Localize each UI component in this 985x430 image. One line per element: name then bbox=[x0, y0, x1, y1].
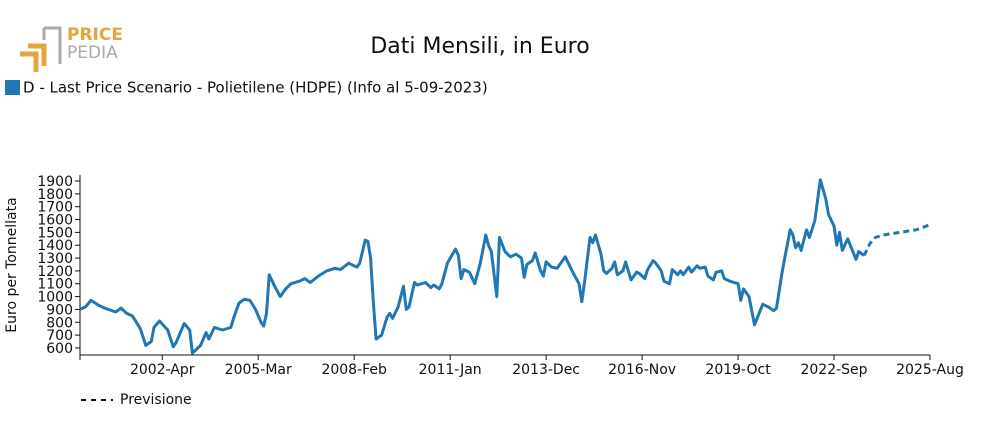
x-tick-label: 2025-Aug bbox=[896, 362, 964, 378]
legend-label: D - Last Price Scenario - Polietilene (H… bbox=[23, 79, 488, 97]
logo-mark bbox=[28, 43, 47, 66]
x-tick-label: 2002-Apr bbox=[130, 362, 195, 378]
y-tick-label: 900 bbox=[46, 302, 73, 318]
y-tick-label: 1800 bbox=[37, 187, 73, 203]
y-tick-label: 1100 bbox=[37, 277, 73, 293]
y-tick-label: 600 bbox=[46, 341, 73, 357]
x-tick-label: 2022-Sep bbox=[800, 362, 867, 378]
data-line bbox=[79, 178, 866, 355]
y-tick-label: 1300 bbox=[37, 251, 73, 267]
x-tick-label: 2005-Mar bbox=[225, 362, 292, 378]
y-tick-label: 800 bbox=[46, 315, 73, 331]
legend-label: Previsione bbox=[120, 392, 192, 408]
y-tick-label: 700 bbox=[46, 328, 73, 344]
y-tick-label: 1900 bbox=[37, 174, 73, 190]
y-tick-label: 1400 bbox=[37, 238, 73, 254]
y-axis-label: Euro per Tonnellata bbox=[4, 197, 20, 332]
logo-text: PEDIA bbox=[67, 43, 118, 63]
x-tick-label: 2013-Dec bbox=[512, 362, 580, 378]
logo-mark bbox=[20, 51, 39, 72]
x-tick-label: 2016-Nov bbox=[608, 362, 676, 378]
x-tick-label: 2008-Feb bbox=[321, 362, 387, 378]
y-tick-label: 1000 bbox=[37, 290, 73, 306]
y-tick-label: 1200 bbox=[37, 264, 73, 280]
x-tick-label: 2011-Jan bbox=[419, 362, 482, 378]
y-tick-label: 1600 bbox=[37, 213, 73, 229]
x-tick-label: 2019-Oct bbox=[705, 362, 771, 378]
chart-title: Dati Mensili, in Euro bbox=[370, 34, 589, 59]
y-tick-label: 1500 bbox=[37, 225, 73, 241]
y-tick-label: 1700 bbox=[37, 200, 73, 216]
logo-mark bbox=[42, 26, 62, 64]
data-line bbox=[862, 223, 931, 257]
logo-text: PRICE bbox=[67, 25, 123, 45]
logo: PRICE PEDIA bbox=[20, 25, 123, 72]
legend-swatch bbox=[5, 80, 20, 95]
